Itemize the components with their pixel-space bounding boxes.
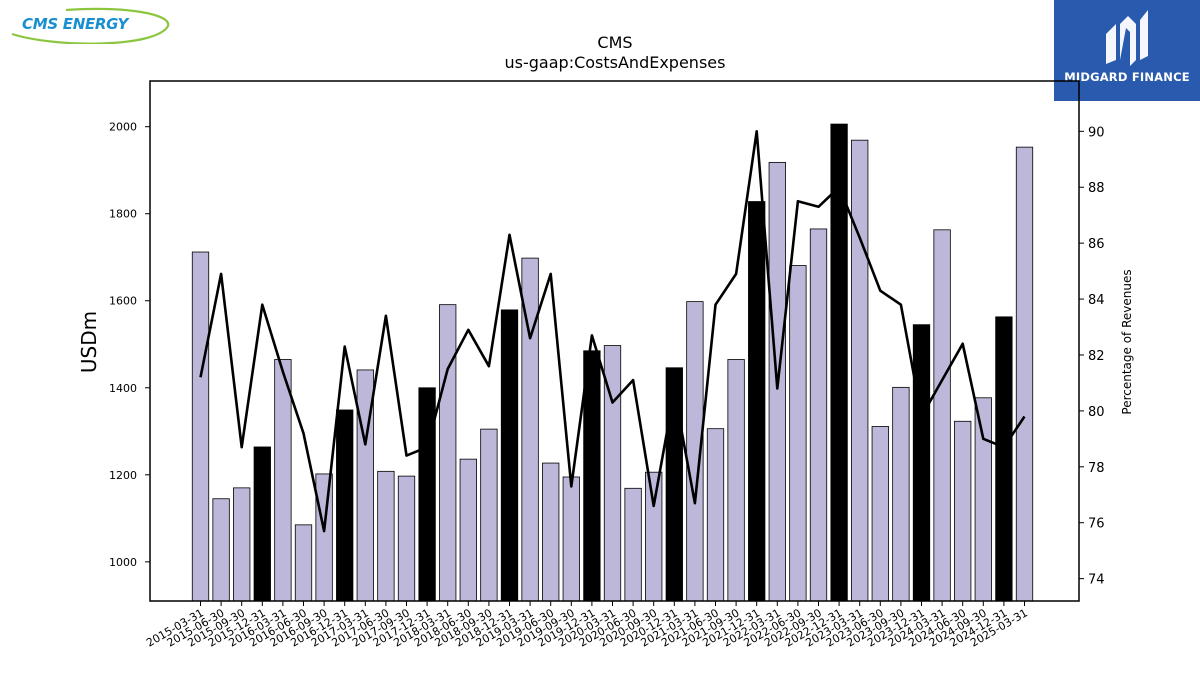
bar: [790, 266, 806, 601]
y2-tick-label: 74: [1088, 573, 1105, 588]
bar: [501, 310, 517, 601]
y2-tick-label: 86: [1088, 237, 1105, 252]
bar: [645, 472, 661, 601]
bar: [748, 202, 764, 601]
bar: [934, 230, 950, 601]
bar: [192, 252, 208, 601]
y-axis-left: 1000 1200 1400 1600 1800 2000: [109, 121, 150, 569]
chart-title: CMS: [597, 33, 632, 52]
x-axis: 2015-03-312015-06-302015-09-302015-12-31…: [144, 601, 1030, 650]
bar: [316, 474, 332, 601]
y-tick-label: 1600: [109, 295, 137, 308]
y2-tick-label: 78: [1088, 461, 1105, 476]
y2-tick-label: 80: [1088, 405, 1105, 420]
y2-tick-label: 88: [1088, 181, 1105, 196]
bar: [275, 359, 291, 601]
y-tick-label: 2000: [109, 121, 137, 134]
bar: [378, 471, 394, 601]
bar: [584, 351, 600, 601]
bar: [851, 140, 867, 601]
y2-tick-label: 76: [1088, 517, 1105, 532]
y2-axis-label: Percentage of Revenues: [1120, 269, 1134, 414]
bar: [419, 388, 435, 601]
bar: [996, 317, 1012, 601]
bar: [295, 525, 311, 601]
bar: [481, 429, 497, 601]
bar: [1016, 147, 1032, 601]
y-tick-label: 1200: [109, 469, 137, 482]
bar: [872, 427, 888, 601]
y2-tick-label: 90: [1088, 125, 1105, 140]
y2-tick-label: 82: [1088, 349, 1105, 364]
y-axis-right: 74 76 78 80 82 84 86 88 90: [1079, 125, 1105, 587]
chart: CMS us-gaap:CostsAndExpenses 1000 1200 140…: [0, 0, 1200, 675]
bar: [625, 488, 641, 601]
bar: [460, 459, 476, 601]
bar: [542, 463, 558, 601]
y2-tick-label: 84: [1088, 293, 1105, 308]
bar: [728, 359, 744, 601]
y-tick-label: 1800: [109, 208, 137, 221]
bar: [666, 368, 682, 601]
bar: [563, 477, 579, 601]
bar: [954, 421, 970, 601]
chart-subtitle: us-gaap:CostsAndExpenses: [505, 53, 726, 72]
bar: [336, 410, 352, 601]
bar: [831, 124, 847, 601]
bar: [213, 499, 229, 601]
bar: [439, 305, 455, 601]
bar: [707, 429, 723, 601]
bar: [975, 398, 991, 601]
bar: [398, 476, 414, 601]
y-tick-label: 1400: [109, 382, 137, 395]
bar: [254, 447, 270, 601]
y-axis-label: USDm: [77, 311, 101, 373]
bar: [893, 387, 909, 601]
bar: [233, 488, 249, 601]
bar: [810, 229, 826, 601]
bar-group: [192, 124, 1032, 601]
bar: [913, 325, 929, 601]
y-tick-label: 1000: [109, 556, 137, 569]
